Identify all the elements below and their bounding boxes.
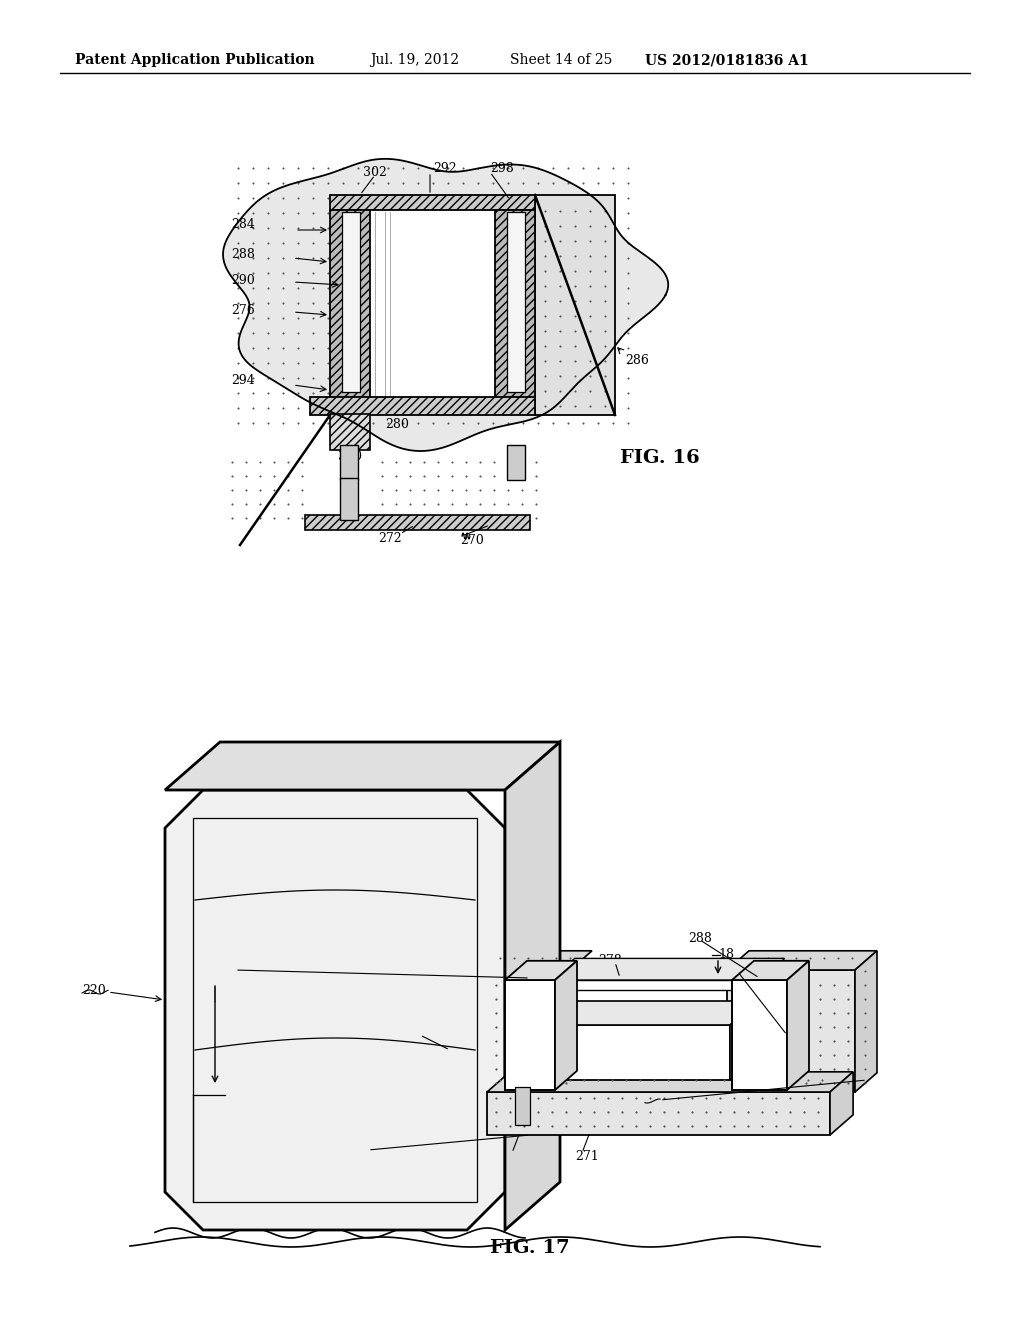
Text: 294: 294: [231, 374, 255, 387]
Text: 284: 284: [231, 219, 255, 231]
Text: 288: 288: [688, 932, 712, 945]
Polygon shape: [730, 1001, 758, 1080]
Bar: [507, 445, 525, 480]
Text: 270: 270: [658, 1098, 682, 1111]
Text: 288: 288: [213, 961, 237, 974]
PathPatch shape: [165, 789, 505, 1230]
Bar: [495, 210, 535, 400]
Bar: [310, 397, 535, 414]
Text: 272: 272: [378, 532, 401, 544]
Text: 276: 276: [231, 304, 255, 317]
Text: 290: 290: [740, 964, 764, 977]
Text: 270: 270: [460, 535, 483, 548]
Text: 18: 18: [218, 989, 234, 1002]
Text: 288: 288: [231, 248, 255, 261]
Bar: [727, 970, 855, 1092]
Bar: [342, 213, 360, 392]
Text: 290: 290: [231, 273, 255, 286]
Polygon shape: [830, 1072, 853, 1135]
Polygon shape: [487, 1072, 853, 1092]
Text: 286: 286: [625, 354, 649, 367]
Bar: [505, 979, 555, 1090]
Text: 286: 286: [406, 1027, 429, 1040]
Bar: [487, 1092, 830, 1135]
Polygon shape: [550, 958, 784, 979]
Bar: [330, 210, 370, 400]
Text: FIG. 17: FIG. 17: [490, 1239, 569, 1257]
Polygon shape: [510, 1001, 758, 1026]
Bar: [330, 195, 535, 210]
Polygon shape: [787, 961, 809, 1090]
Bar: [507, 213, 525, 392]
Polygon shape: [165, 742, 560, 789]
Bar: [193, 818, 477, 1203]
Text: 298: 298: [490, 161, 514, 174]
Text: 292: 292: [433, 162, 457, 176]
Text: 280: 280: [325, 1045, 349, 1059]
Text: 232: 232: [188, 1205, 212, 1218]
Polygon shape: [727, 950, 877, 970]
Text: 300: 300: [338, 450, 362, 463]
Bar: [550, 979, 760, 990]
Bar: [732, 979, 787, 1090]
Bar: [535, 195, 615, 414]
Bar: [510, 1026, 730, 1080]
Bar: [340, 445, 358, 480]
Bar: [487, 970, 570, 1092]
Text: 272: 272: [500, 1151, 523, 1163]
Text: 278: 278: [598, 953, 622, 966]
Text: US 2012/0181836 A1: US 2012/0181836 A1: [645, 53, 809, 67]
Text: 220: 220: [82, 983, 105, 997]
Text: 302: 302: [362, 165, 387, 178]
Text: 280: 280: [385, 418, 409, 432]
Polygon shape: [505, 742, 560, 1230]
Text: 18: 18: [718, 949, 734, 961]
Text: FIG. 16: FIG. 16: [620, 449, 699, 467]
Polygon shape: [487, 950, 592, 970]
Text: Sheet 14 of 25: Sheet 14 of 25: [510, 53, 612, 67]
Text: 290: 290: [348, 1147, 372, 1159]
Polygon shape: [855, 950, 877, 1092]
Polygon shape: [732, 961, 809, 979]
Polygon shape: [505, 961, 577, 979]
Bar: [330, 201, 535, 400]
Bar: [305, 515, 530, 531]
Text: 271: 271: [575, 1151, 599, 1163]
Polygon shape: [555, 961, 577, 1090]
Text: Patent Application Publication: Patent Application Publication: [75, 53, 314, 67]
Bar: [515, 1086, 530, 1125]
Polygon shape: [223, 158, 669, 451]
Bar: [340, 478, 358, 520]
Text: Jul. 19, 2012: Jul. 19, 2012: [370, 53, 459, 67]
Bar: [330, 414, 370, 450]
Bar: [370, 210, 495, 400]
